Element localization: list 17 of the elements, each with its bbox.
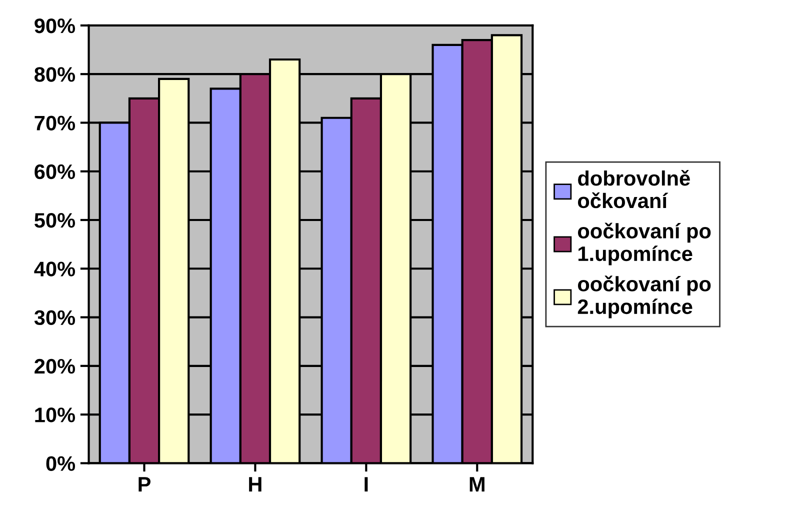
y-tick-label: 30%: [34, 310, 76, 326]
legend-label: oočkovaní po 2.upomínce: [578, 276, 711, 318]
x-tick-label: I: [364, 477, 368, 492]
x-tick-label: P: [138, 477, 150, 492]
y-tick-label: 90%: [34, 18, 76, 34]
x-tick-label: M: [470, 477, 484, 492]
y-tick-label: 70%: [34, 116, 76, 130]
y-tick-label: 80%: [34, 67, 76, 82]
y-tick-label: 0%: [46, 456, 76, 471]
y-tick-label: 40%: [34, 262, 76, 276]
y-tick-label: 20%: [34, 358, 76, 374]
legend-label: dobrovolně očkovaní: [578, 170, 690, 208]
y-tick-label: 60%: [34, 164, 76, 180]
legend-label: oočkovaní po 1.upomínce: [578, 222, 711, 266]
y-tick-label: 50%: [34, 213, 76, 228]
x-tick-label: H: [249, 477, 262, 492]
y-tick-label: 10%: [35, 408, 76, 422]
